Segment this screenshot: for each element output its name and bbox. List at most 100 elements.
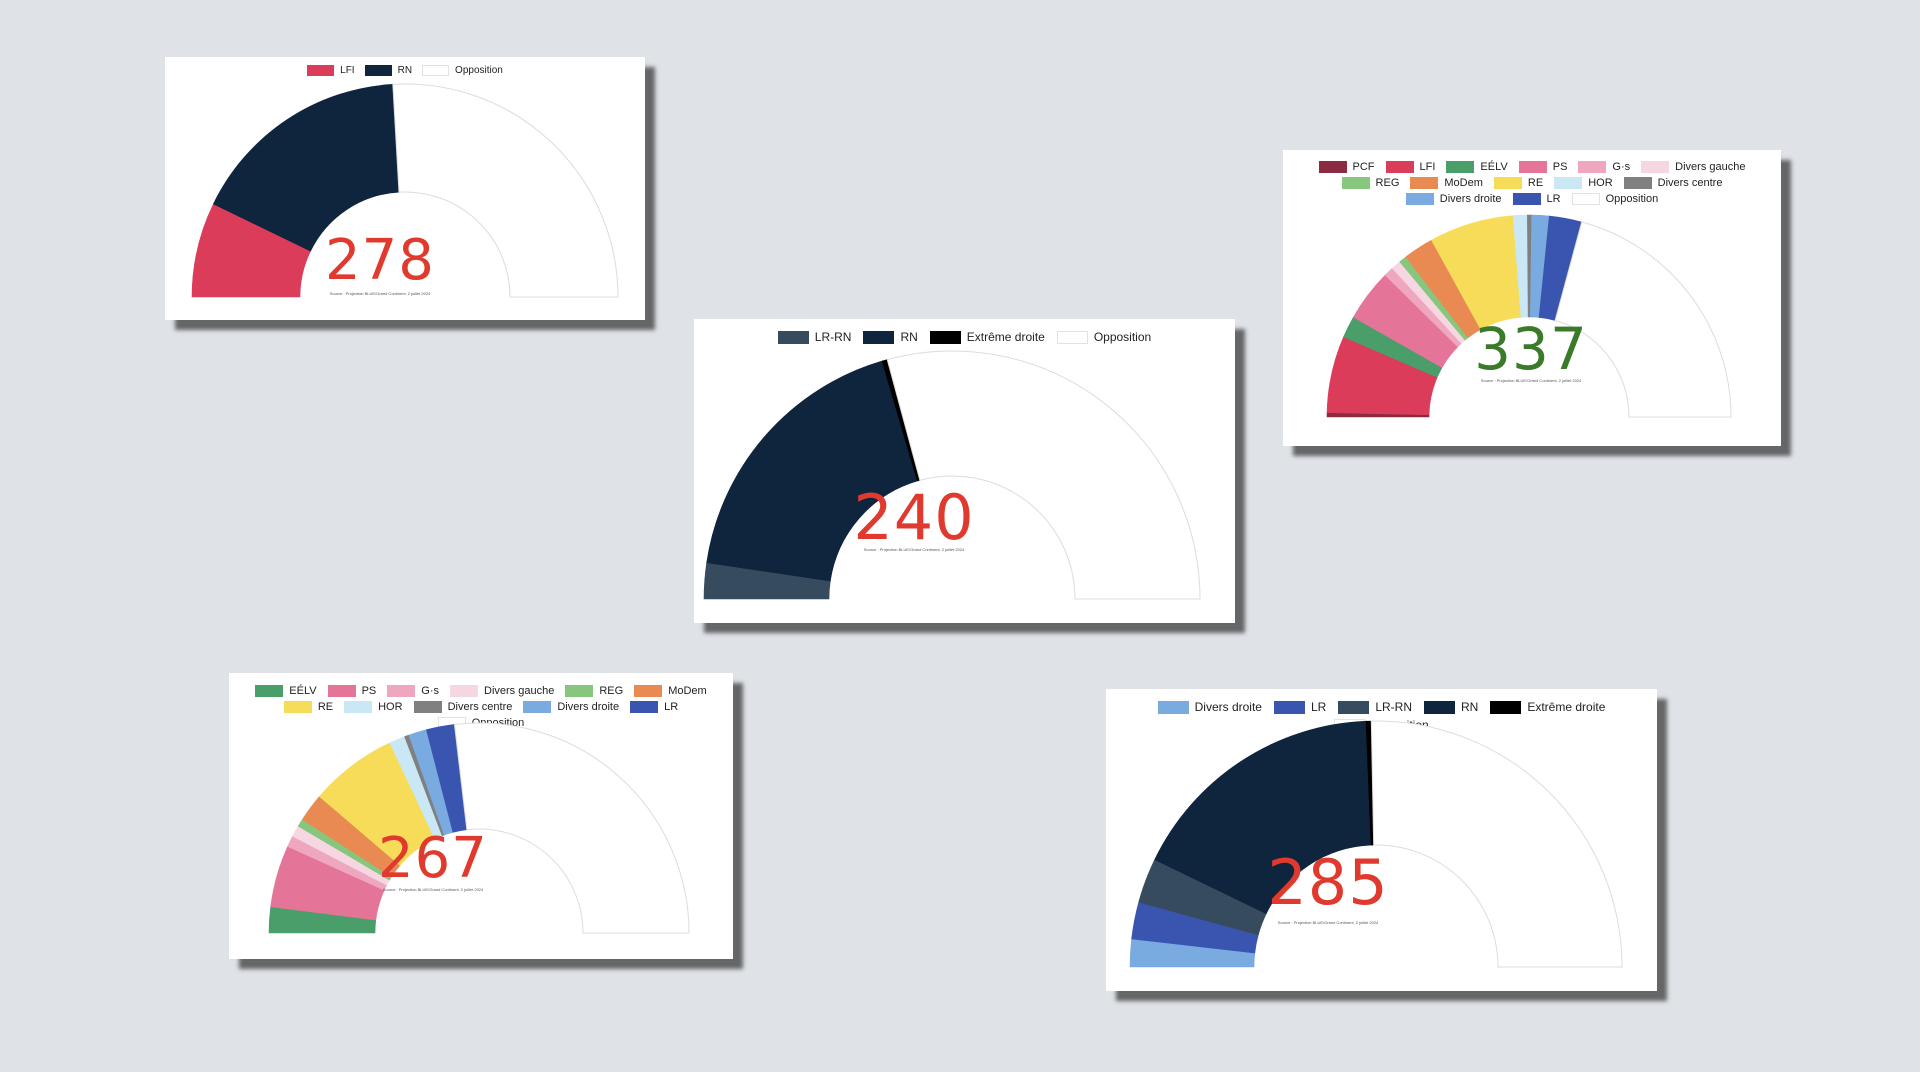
legend-item-lfi: LFI: [307, 65, 355, 76]
legend-item-extreme-droite: Extrême droite: [929, 330, 1045, 344]
chart-card-2: LR-RN RN Extrême droite Opposition 240 Sour…: [694, 319, 1235, 623]
legend-item-hor: HOR: [1554, 177, 1613, 189]
legend-label: RE: [1527, 177, 1544, 189]
legend-label: G·s: [1612, 161, 1631, 173]
legend-label: LR-RN: [1375, 700, 1412, 714]
legend-item-rn: RN: [364, 65, 412, 76]
legend-swatch: [1641, 161, 1670, 173]
legend-item-lr: LR: [630, 701, 678, 713]
legend-label: Extrême droite: [966, 330, 1045, 344]
segment-rn: [212, 84, 400, 252]
segment-opposition: [1554, 221, 1732, 418]
source-note: Source : Projection BLUE/Grand Continent…: [1480, 378, 1582, 383]
legend-item-opposition: Opposition: [1571, 193, 1658, 205]
legend-swatch: [422, 65, 450, 76]
source-note: Source : Projection BLUE/Grand Continent…: [329, 291, 431, 296]
legend-item-divers-centre: Divers centre: [1623, 177, 1723, 189]
legend-item-modem: MoDem: [634, 685, 707, 697]
legend-item-lr-rn: LR-RN: [1338, 700, 1412, 714]
legend-label: Divers droite: [1194, 700, 1262, 714]
legend-item-opposition: Opposition: [1056, 330, 1152, 344]
legend-swatch: [1157, 700, 1189, 714]
legend-item-divers-gauche: Divers gauche: [450, 685, 554, 697]
legend-swatch: [863, 330, 895, 344]
legend-label: Divers centre: [447, 701, 513, 713]
legend-swatch: [565, 685, 594, 697]
legend-item-divers-centre: Divers centre: [413, 701, 513, 713]
legend-swatch: [523, 701, 552, 713]
legend-label: HOR: [378, 701, 403, 713]
total-seats: 240: [853, 481, 975, 554]
legend-item-lfi: LFI: [1385, 161, 1436, 173]
total-seats: 278: [325, 228, 435, 293]
legend-swatch: [1273, 700, 1305, 714]
legend-label: LFI: [340, 65, 355, 76]
legend-swatch: [1410, 177, 1439, 189]
legend-swatch: [1338, 700, 1370, 714]
legend-swatch: [1571, 193, 1600, 205]
legend-item-g-s: G·s: [387, 685, 439, 697]
legend-swatch: [450, 685, 479, 697]
legend-swatch: [1056, 330, 1088, 344]
legend-swatch: [1405, 193, 1434, 205]
legend-label: LR-RN: [814, 330, 852, 344]
legend-item-reg: REG: [1341, 177, 1399, 189]
legend-label: LR: [1546, 193, 1561, 205]
legend-label: HOR: [1588, 177, 1613, 189]
legend-label: EÉLV: [289, 685, 317, 697]
legend-label: RE: [317, 701, 334, 713]
chart-card-4: EÉLV PS G·s Divers gauche REG MoDem RE HOR Diver…: [229, 673, 733, 959]
segment-opposition: [453, 722, 690, 934]
legend-label: Divers droite: [1439, 193, 1502, 205]
legend-item-lr: LR: [1512, 193, 1561, 205]
chart-card-3: PCF LFI EÉLV PS G·s Divers gauche REG MoDem RE HO…: [1283, 150, 1781, 446]
legend: LR-RN RN Extrême droite Opposition: [694, 330, 1235, 344]
legend-swatch: [1578, 161, 1607, 173]
legend-swatch: [364, 65, 392, 76]
legend-label: LR: [1310, 700, 1327, 714]
segment-opposition: [392, 83, 619, 298]
legend-swatch: [1518, 161, 1547, 173]
total-seats: 285: [1267, 846, 1389, 919]
legend-swatch: [1424, 700, 1455, 714]
legend-label: PCF: [1352, 161, 1375, 173]
legend-item-ps: PS: [327, 685, 376, 697]
legend-swatch: [777, 330, 809, 344]
legend-swatch: [1341, 177, 1370, 189]
chart-card-1: LFI RN Opposition 278 Source : Projection …: [165, 57, 645, 320]
legend-label: Opposition: [1093, 330, 1152, 344]
legend-swatch: [1554, 177, 1583, 189]
semicircle-chart: [1326, 214, 1732, 418]
legend-item-lr-rn: LR-RN: [777, 330, 852, 344]
legend-swatch: [255, 685, 284, 697]
legend-swatch: [344, 701, 373, 713]
legend-label: REG: [599, 685, 624, 697]
legend-item-hor: HOR: [344, 701, 403, 713]
legend-label: G·s: [421, 685, 440, 697]
segment-opposition: [886, 350, 1201, 600]
source-note: Source : Projection BLUE/Grand Continent…: [863, 547, 965, 552]
legend-item-g-s: G·s: [1578, 161, 1630, 173]
legend-label: Divers centre: [1657, 177, 1723, 189]
legend-swatch: [283, 701, 312, 713]
total-seats: 337: [1474, 315, 1588, 383]
legend-swatch: [630, 701, 659, 713]
legend-item-rn: RN: [863, 330, 918, 344]
legend-swatch: [1446, 161, 1475, 173]
legend-swatch: [387, 685, 416, 697]
source-note: Source : Projection BLUE/Grand Continent…: [1277, 920, 1379, 925]
legend-item-reg: REG: [565, 685, 623, 697]
legend: PCF LFI EÉLV PS G·s Divers gauche REG MoDem RE HO…: [1293, 161, 1771, 205]
segment-opposition: [1370, 720, 1623, 968]
legend-swatch: [1490, 700, 1522, 714]
semicircle-chart: [268, 722, 690, 934]
legend-swatch: [1385, 161, 1414, 173]
semicircle-chart: [191, 83, 619, 298]
total-seats: 267: [378, 826, 488, 891]
legend-label: LFI: [1419, 161, 1436, 173]
legend-label: EÉLV: [1480, 161, 1508, 173]
legend-swatch: [929, 330, 961, 344]
legend-item-divers-droite: Divers droite: [1157, 700, 1262, 714]
legend-label: PS: [1552, 161, 1568, 173]
